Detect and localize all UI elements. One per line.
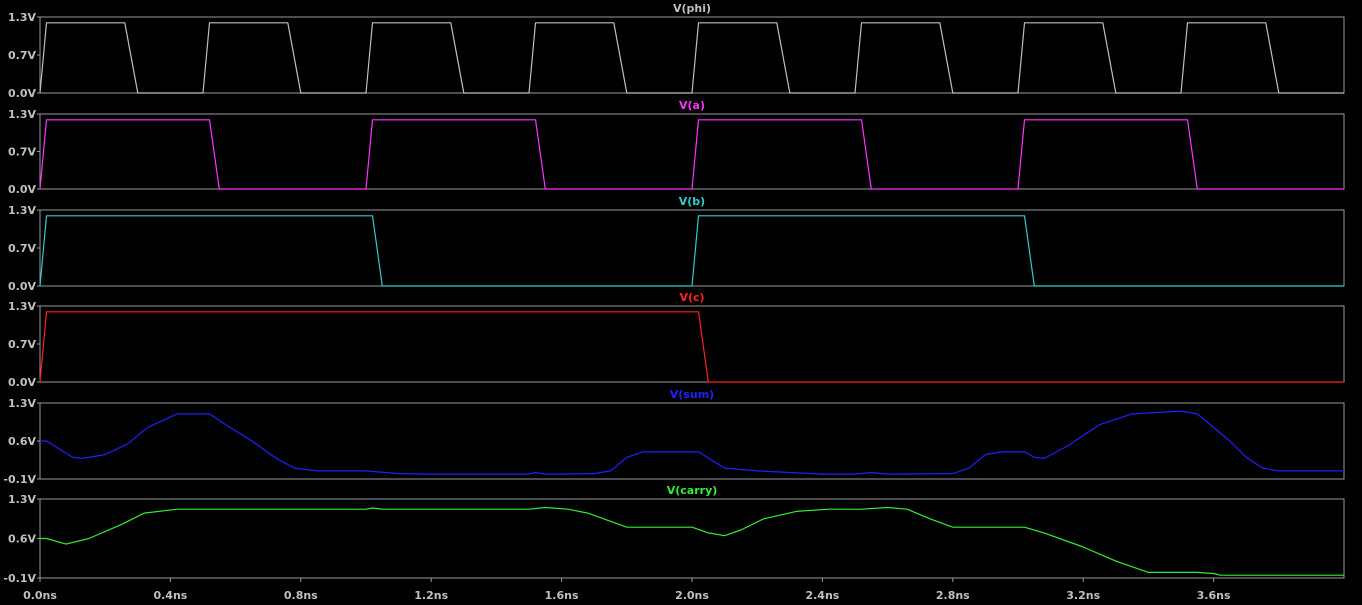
y-tick-label: 1.3V <box>8 204 36 217</box>
x-tick-label: 1.6ns <box>545 589 579 602</box>
x-tick-label: 2.0ns <box>675 589 709 602</box>
x-tick-label: 0.4ns <box>153 589 187 602</box>
trace-title-v-sum: V(sum) <box>670 388 714 401</box>
y-tick-label: 0.0V <box>8 376 36 389</box>
y-tick-label: 1.3V <box>8 397 36 410</box>
y-tick-label: 0.7V <box>8 338 36 351</box>
x-tick-label: 3.2ns <box>1066 589 1100 602</box>
trace-title-v-carry: V(carry) <box>667 484 718 497</box>
y-tick-label: 0.0V <box>8 87 36 100</box>
y-tick-label: 1.3V <box>8 300 36 313</box>
trace-title-v-c: V(c) <box>679 291 704 304</box>
y-tick-label: 0.7V <box>8 146 36 159</box>
trace-title-v-a: V(a) <box>679 99 705 112</box>
plot-frame-v-b <box>39 209 1345 287</box>
x-tick-label: 3.6ns <box>1197 589 1231 602</box>
plot-frame-v-carry <box>39 498 1345 579</box>
trace-title-v-phi: V(phi) <box>673 2 711 15</box>
y-tick-label: -0.1V <box>3 473 36 486</box>
y-tick-label: 0.6V <box>8 533 36 546</box>
plot-frame-v-sum <box>39 402 1345 480</box>
trace-line-v-c <box>39 311 1344 383</box>
trace-line-v-phi <box>39 22 1344 94</box>
y-tick-label: 0.7V <box>8 49 36 62</box>
y-tick-label: 1.3V <box>8 108 36 121</box>
y-tick-label: 0.6V <box>8 435 36 448</box>
plot-frame-v-c <box>39 305 1345 383</box>
y-tick-label: 0.0V <box>8 183 36 196</box>
trace-line-v-a <box>39 119 1344 190</box>
y-tick-label: -0.1V <box>3 572 36 585</box>
trace-line-v-b <box>39 215 1344 287</box>
x-tick-label: 0.0ns <box>23 589 57 602</box>
y-tick-label: 1.3V <box>8 11 36 24</box>
trace-line-v-carry <box>40 506 1344 576</box>
plot-frame-v-phi <box>39 16 1345 94</box>
x-tick-label: 0.8ns <box>284 589 318 602</box>
y-tick-label: 0.0V <box>8 280 36 293</box>
x-tick-label: 1.2ns <box>414 589 448 602</box>
trace-title-v-b: V(b) <box>679 195 705 208</box>
y-tick-label: 0.7V <box>8 242 36 255</box>
trace-line-v-sum <box>40 410 1344 475</box>
y-tick-label: 1.3V <box>8 493 36 506</box>
plot-frame-v-a <box>39 113 1345 190</box>
x-tick-label: 2.4ns <box>805 589 839 602</box>
x-tick-label: 2.8ns <box>936 589 970 602</box>
